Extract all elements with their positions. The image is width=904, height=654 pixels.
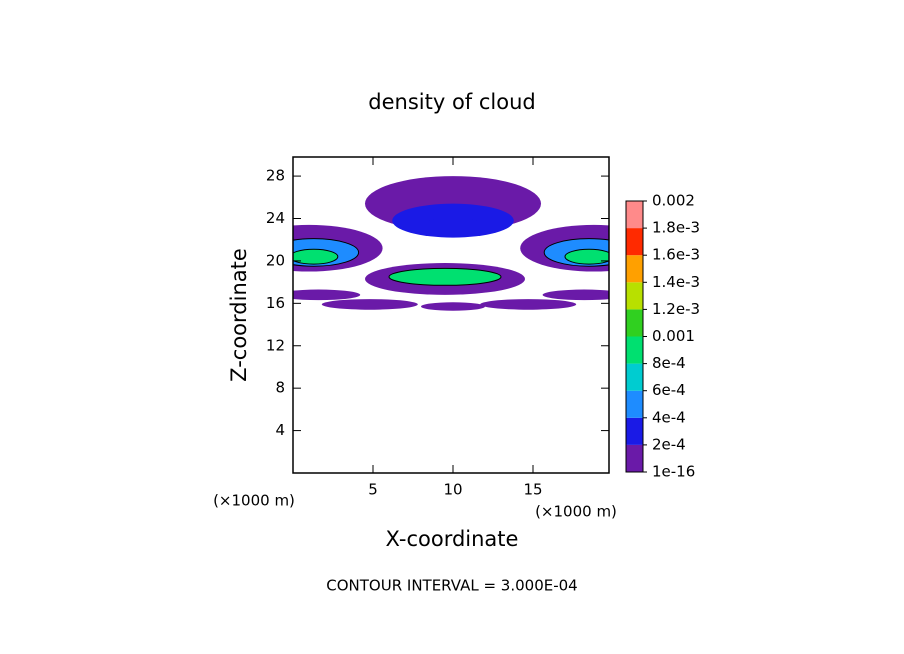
colorbar-label: 4e-4 bbox=[652, 408, 686, 426]
y-tick-label: 20 bbox=[266, 251, 285, 269]
plot-frame bbox=[292, 156, 610, 474]
y-tick-label: 16 bbox=[266, 294, 285, 312]
contour-region bbox=[321, 299, 418, 310]
colorbar-label: 1.8e-3 bbox=[652, 219, 700, 237]
colorbar-label: 1.6e-3 bbox=[652, 246, 700, 264]
note: CONTOUR INTERVAL = 3.000E-04 bbox=[326, 577, 577, 595]
contour-region bbox=[388, 267, 502, 286]
colorbar-swatch bbox=[626, 282, 643, 310]
y-tick-label: 12 bbox=[266, 336, 285, 354]
colorbar-swatch bbox=[626, 390, 643, 418]
colorbar-swatch bbox=[626, 228, 643, 256]
colorbar-swatch bbox=[626, 444, 643, 472]
contour-region bbox=[421, 302, 485, 311]
colorbar-swatch bbox=[626, 255, 643, 283]
colorbar-label: 0.002 bbox=[652, 192, 695, 210]
y-tick-label: 24 bbox=[266, 209, 285, 227]
contour-region bbox=[293, 248, 339, 265]
x-tick-label: 15 bbox=[523, 481, 542, 499]
colorbar-label: 1.4e-3 bbox=[652, 273, 700, 291]
plot-area bbox=[293, 176, 609, 311]
colorbar-swatch bbox=[626, 201, 643, 229]
y-tick-label: 28 bbox=[266, 167, 285, 185]
x-tick-label: 5 bbox=[368, 481, 378, 499]
y-tick-label: 4 bbox=[275, 421, 285, 439]
y-tick-label: 8 bbox=[275, 379, 285, 397]
x-tick-label: 10 bbox=[443, 481, 462, 499]
colorbar-swatch bbox=[626, 309, 643, 337]
contour-region bbox=[421, 217, 485, 237]
colorbar-label: 0.001 bbox=[652, 327, 695, 345]
y-axis-label: Z-coordinate bbox=[227, 248, 251, 382]
colorbar-label: 1e-16 bbox=[652, 463, 695, 481]
colorbar-label: 1.2e-3 bbox=[652, 300, 700, 318]
chart-title: density of cloud bbox=[368, 90, 535, 114]
contour-region bbox=[542, 289, 609, 301]
colorbar-swatch bbox=[626, 363, 643, 391]
contour-region bbox=[480, 299, 577, 310]
contour-region bbox=[293, 289, 361, 301]
contour-region bbox=[564, 248, 609, 265]
colorbar-label: 6e-4 bbox=[652, 381, 686, 399]
x-axis-label: X-coordinate bbox=[386, 527, 519, 551]
colorbar-label: 2e-4 bbox=[652, 435, 686, 453]
colorbar-label: 8e-4 bbox=[652, 354, 686, 372]
colorbar-swatch bbox=[626, 417, 643, 445]
x-unit: (×1000 m) bbox=[535, 503, 617, 521]
colorbar-swatch bbox=[626, 336, 643, 364]
y-unit: (×1000 m) bbox=[213, 492, 295, 510]
